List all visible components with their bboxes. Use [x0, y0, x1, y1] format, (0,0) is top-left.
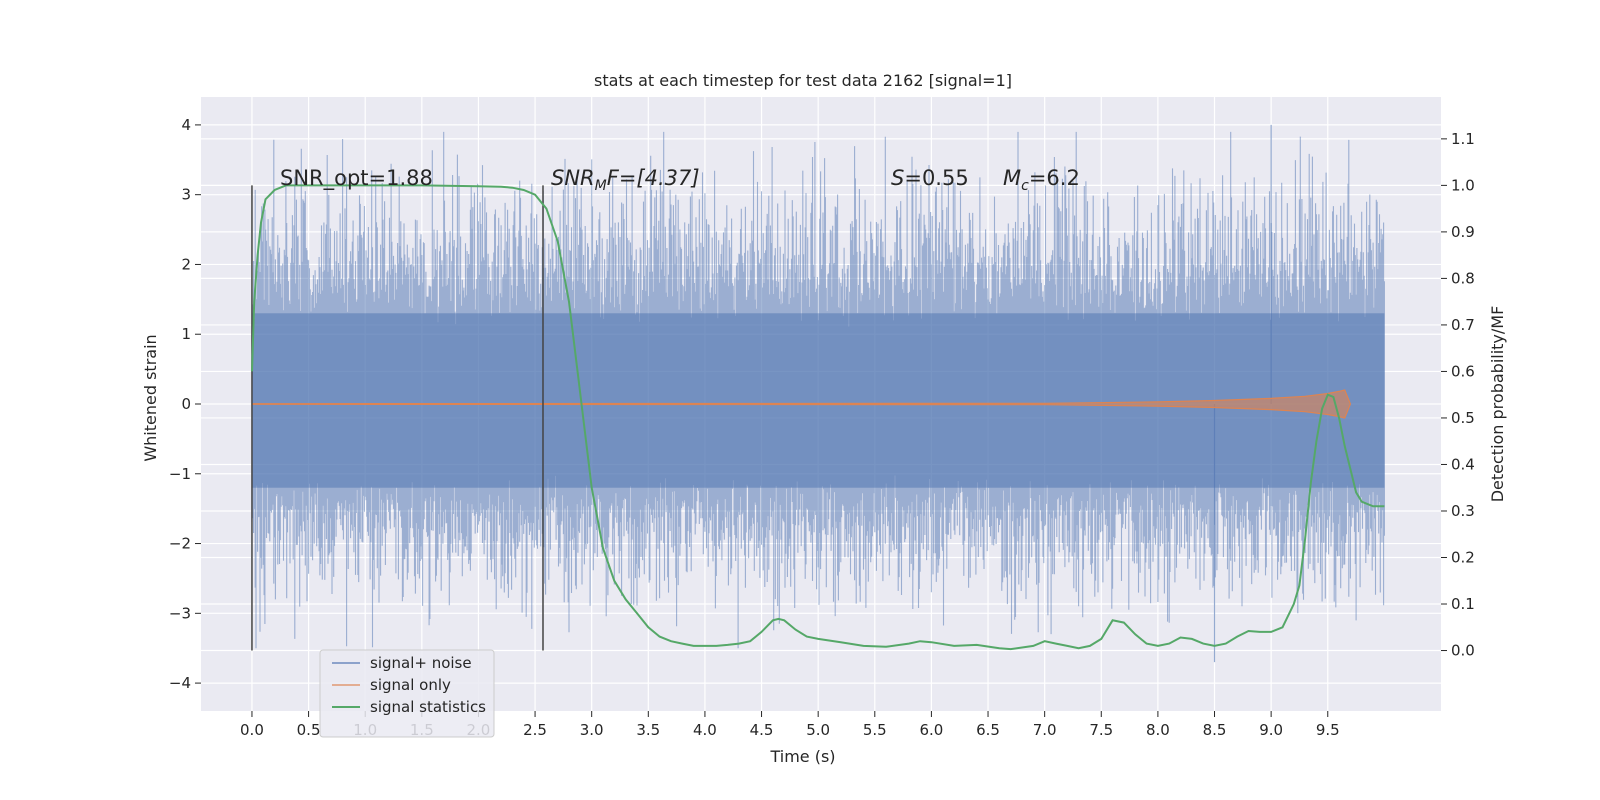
annotation-snr-mf: SNRMF=[4.37]	[551, 166, 700, 194]
x-axis-label: Time (s)	[769, 747, 835, 766]
y-tick-label: 4	[181, 116, 191, 134]
x-tick-label: 5.5	[863, 721, 887, 739]
y2-tick-label: 0.1	[1451, 595, 1475, 613]
y-tick-label: 2	[181, 255, 191, 273]
y2-tick-label: 0.6	[1451, 362, 1475, 380]
x-tick-label: 8.5	[1203, 721, 1227, 739]
chart-title: stats at each timestep for test data 216…	[594, 71, 1012, 90]
y-tick-label: 0	[181, 395, 191, 413]
y2-tick-label: 0.8	[1451, 269, 1475, 287]
y-tick-label: −4	[169, 674, 191, 692]
legend-label-statistics: signal statistics	[370, 698, 486, 716]
y-tick-label: −3	[169, 604, 191, 622]
y2-tick-label: 0.0	[1451, 642, 1475, 660]
x-tick-label: 8.0	[1146, 721, 1170, 739]
y2-tick-label: 0.7	[1451, 316, 1475, 334]
legend-box	[319, 649, 495, 738]
y-tick-label: −1	[169, 465, 191, 483]
x-tick-label: 9.5	[1316, 721, 1340, 739]
y-tick-label: 1	[181, 325, 191, 343]
x-tick-label: 2.5	[523, 721, 547, 739]
x-tick-label: 4.0	[693, 721, 717, 739]
legend-label-noise: signal+ noise	[370, 654, 472, 672]
series-signal-only	[251, 389, 1352, 419]
x-tick-label: 5.0	[806, 721, 830, 739]
annotation-snr-opt: SNR_opt=1.88	[280, 166, 433, 191]
y2-tick-label: 0.2	[1451, 549, 1475, 567]
series-signal-statistics	[251, 184, 1385, 651]
x-tick-label: 0.0	[240, 721, 264, 739]
y-tick-label: −2	[169, 535, 191, 553]
x-tick-label: 4.5	[750, 721, 774, 739]
y2-tick-label: 0.5	[1451, 409, 1475, 427]
y2-axis-label: Detection probability/MF	[1488, 306, 1507, 503]
signal-envelope	[251, 389, 1352, 419]
x-tick-label: 6.5	[976, 721, 1000, 739]
y2-tick-label: 0.9	[1451, 223, 1475, 241]
x-tick-label: 6.0	[919, 721, 943, 739]
x-tick-label: 0.5	[297, 721, 321, 739]
x-tick-label: 9.0	[1259, 721, 1283, 739]
y2-tick-label: 0.4	[1451, 455, 1475, 473]
vertical-markers	[251, 185, 544, 651]
statistics-line	[251, 184, 1385, 651]
x-tick-label: 3.0	[580, 721, 604, 739]
y2-axis-ticks: 0.0 0.1 0.2 0.3 0.4 0.5 0.6 0.7 0.8 0.9 1.0 1.1	[1441, 130, 1475, 660]
y2-tick-label: 1.1	[1451, 130, 1475, 148]
x-tick-label: 3.5	[636, 721, 660, 739]
annotation-s: S=0.55	[891, 166, 969, 190]
y-axis-ticks: −4 −3 −2 −1 0 1 2 3 4	[169, 116, 201, 692]
y-tick-label: 3	[181, 186, 191, 204]
x-tick-label: 7.5	[1089, 721, 1113, 739]
x-tick-label: 7.0	[1033, 721, 1057, 739]
legend: signal+ noise signal only signal statist…	[319, 649, 495, 738]
legend-label-signal: signal only	[370, 676, 451, 694]
y2-tick-label: 1.0	[1451, 176, 1475, 194]
y-axis-label: Whitened strain	[141, 334, 160, 461]
y2-tick-label: 0.3	[1451, 502, 1475, 520]
annotation-mc: Mc=6.2	[1003, 166, 1080, 194]
